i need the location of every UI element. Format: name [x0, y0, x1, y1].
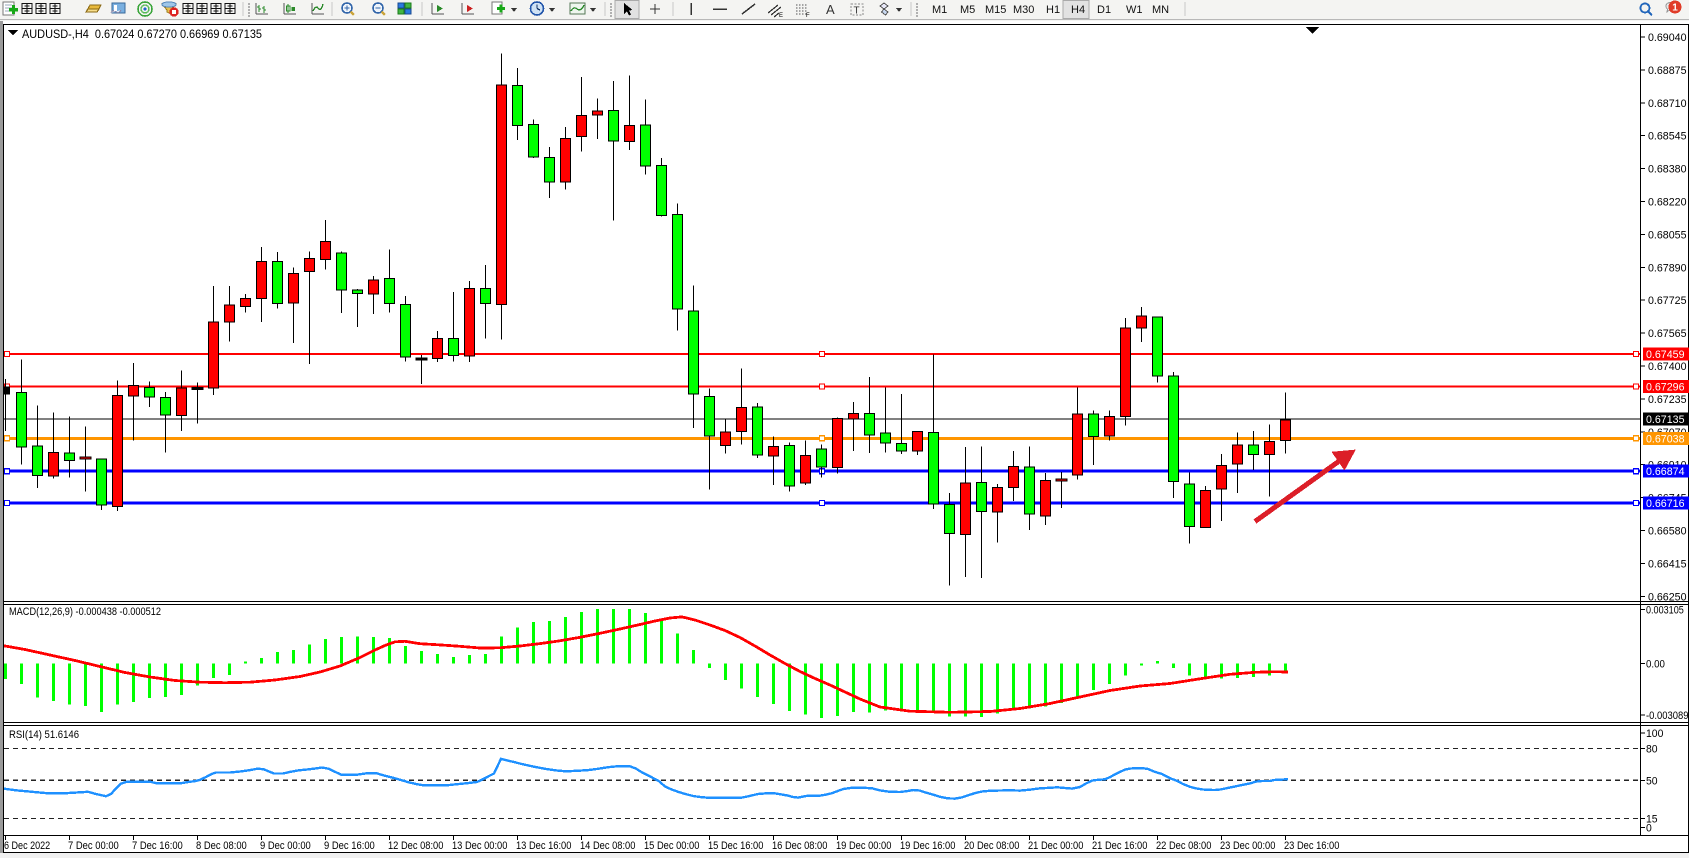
svg-text:12 Dec 08:00: 12 Dec 08:00	[388, 840, 443, 852]
svg-text:0.00: 0.00	[1646, 658, 1665, 670]
svg-text:W1: W1	[1126, 4, 1143, 16]
svg-text:MACD(12,26,9) -0.000438 -0.000: MACD(12,26,9) -0.000438 -0.000512	[9, 606, 161, 618]
svg-text:8 Dec 08:00: 8 Dec 08:00	[196, 840, 247, 852]
svg-text:0.68710: 0.68710	[1648, 98, 1687, 110]
svg-text:M15: M15	[985, 4, 1006, 16]
svg-text:0.67400: 0.67400	[1648, 361, 1687, 373]
svg-text:0.68055: 0.68055	[1648, 229, 1687, 241]
svg-text:22 Dec 08:00: 22 Dec 08:00	[1156, 840, 1211, 852]
svg-text:M5: M5	[960, 4, 975, 16]
svg-text:20 Dec 08:00: 20 Dec 08:00	[964, 840, 1019, 852]
svg-text:H4: H4	[1071, 4, 1085, 16]
svg-text:13 Dec 00:00: 13 Dec 00:00	[452, 840, 507, 852]
svg-text:1: 1	[1672, 3, 1678, 14]
svg-text:-0.003089: -0.003089	[1646, 710, 1689, 722]
svg-text:9 Dec 00:00: 9 Dec 00:00	[260, 840, 311, 852]
svg-text:50: 50	[1646, 775, 1658, 787]
svg-text:16 Dec 08:00: 16 Dec 08:00	[772, 840, 827, 852]
svg-text:AUDUSD-,H4 0.67024 0.67270 0.: AUDUSD-,H4 0.67024 0.67270 0.66969 0.671…	[22, 27, 262, 41]
svg-text:23 Dec 00:00: 23 Dec 00:00	[1220, 840, 1275, 852]
svg-text:0.68220: 0.68220	[1648, 197, 1687, 209]
svg-text:F: F	[806, 13, 810, 19]
svg-text:0.67038: 0.67038	[1646, 433, 1685, 445]
svg-text:M1: M1	[932, 4, 947, 16]
svg-text:0.67135: 0.67135	[1646, 414, 1685, 426]
svg-text:0.66716: 0.66716	[1646, 498, 1685, 510]
svg-text:0.67725: 0.67725	[1648, 295, 1687, 307]
svg-text:15 Dec 16:00: 15 Dec 16:00	[708, 840, 763, 852]
svg-text:A: A	[826, 2, 835, 17]
svg-text:0.66580: 0.66580	[1648, 526, 1687, 538]
svg-text:7 Dec 00:00: 7 Dec 00:00	[68, 840, 119, 852]
svg-text:21 Dec 00:00: 21 Dec 00:00	[1028, 840, 1083, 852]
svg-text:0.003105: 0.003105	[1646, 604, 1684, 616]
svg-text:0.68875: 0.68875	[1648, 65, 1687, 77]
svg-text:0.68545: 0.68545	[1648, 131, 1687, 143]
svg-text:21 Dec 16:00: 21 Dec 16:00	[1092, 840, 1147, 852]
svg-text:0.67459: 0.67459	[1646, 349, 1685, 361]
svg-text:19 Dec 00:00: 19 Dec 00:00	[836, 840, 891, 852]
svg-text:H1: H1	[1046, 4, 1060, 16]
svg-text:0.69040: 0.69040	[1648, 32, 1687, 44]
svg-text:19 Dec 16:00: 19 Dec 16:00	[900, 840, 955, 852]
svg-text:0: 0	[1646, 823, 1652, 835]
svg-text:D1: D1	[1097, 4, 1111, 16]
svg-text:0.66874: 0.66874	[1646, 466, 1685, 478]
svg-text:0.67235: 0.67235	[1648, 394, 1687, 406]
svg-text:0.67890: 0.67890	[1648, 262, 1687, 274]
svg-text:0.67296: 0.67296	[1646, 382, 1685, 394]
svg-text:15 Dec 00:00: 15 Dec 00:00	[644, 840, 699, 852]
svg-text:0.66415: 0.66415	[1648, 558, 1687, 570]
svg-text:0.67565: 0.67565	[1648, 328, 1687, 340]
svg-text:13 Dec 16:00: 13 Dec 16:00	[516, 840, 571, 852]
svg-text:14 Dec 08:00: 14 Dec 08:00	[580, 840, 635, 852]
svg-text:MN: MN	[1152, 4, 1169, 16]
svg-text:23 Dec 16:00: 23 Dec 16:00	[1284, 840, 1339, 852]
svg-text:T: T	[854, 6, 860, 17]
svg-text:M30: M30	[1013, 4, 1034, 16]
svg-text:0.66250: 0.66250	[1648, 591, 1687, 603]
svg-text:15: 15	[1646, 813, 1658, 825]
svg-text:100: 100	[1646, 728, 1663, 740]
svg-text:80: 80	[1646, 744, 1658, 756]
svg-text:E: E	[779, 13, 783, 19]
svg-text:0.68380: 0.68380	[1648, 164, 1687, 176]
svg-text:RSI(14) 51.6146: RSI(14) 51.6146	[9, 729, 79, 741]
svg-text:9 Dec 16:00: 9 Dec 16:00	[324, 840, 375, 852]
svg-text:6 Dec 2022: 6 Dec 2022	[4, 840, 50, 852]
svg-text:7 Dec 16:00: 7 Dec 16:00	[132, 840, 183, 852]
